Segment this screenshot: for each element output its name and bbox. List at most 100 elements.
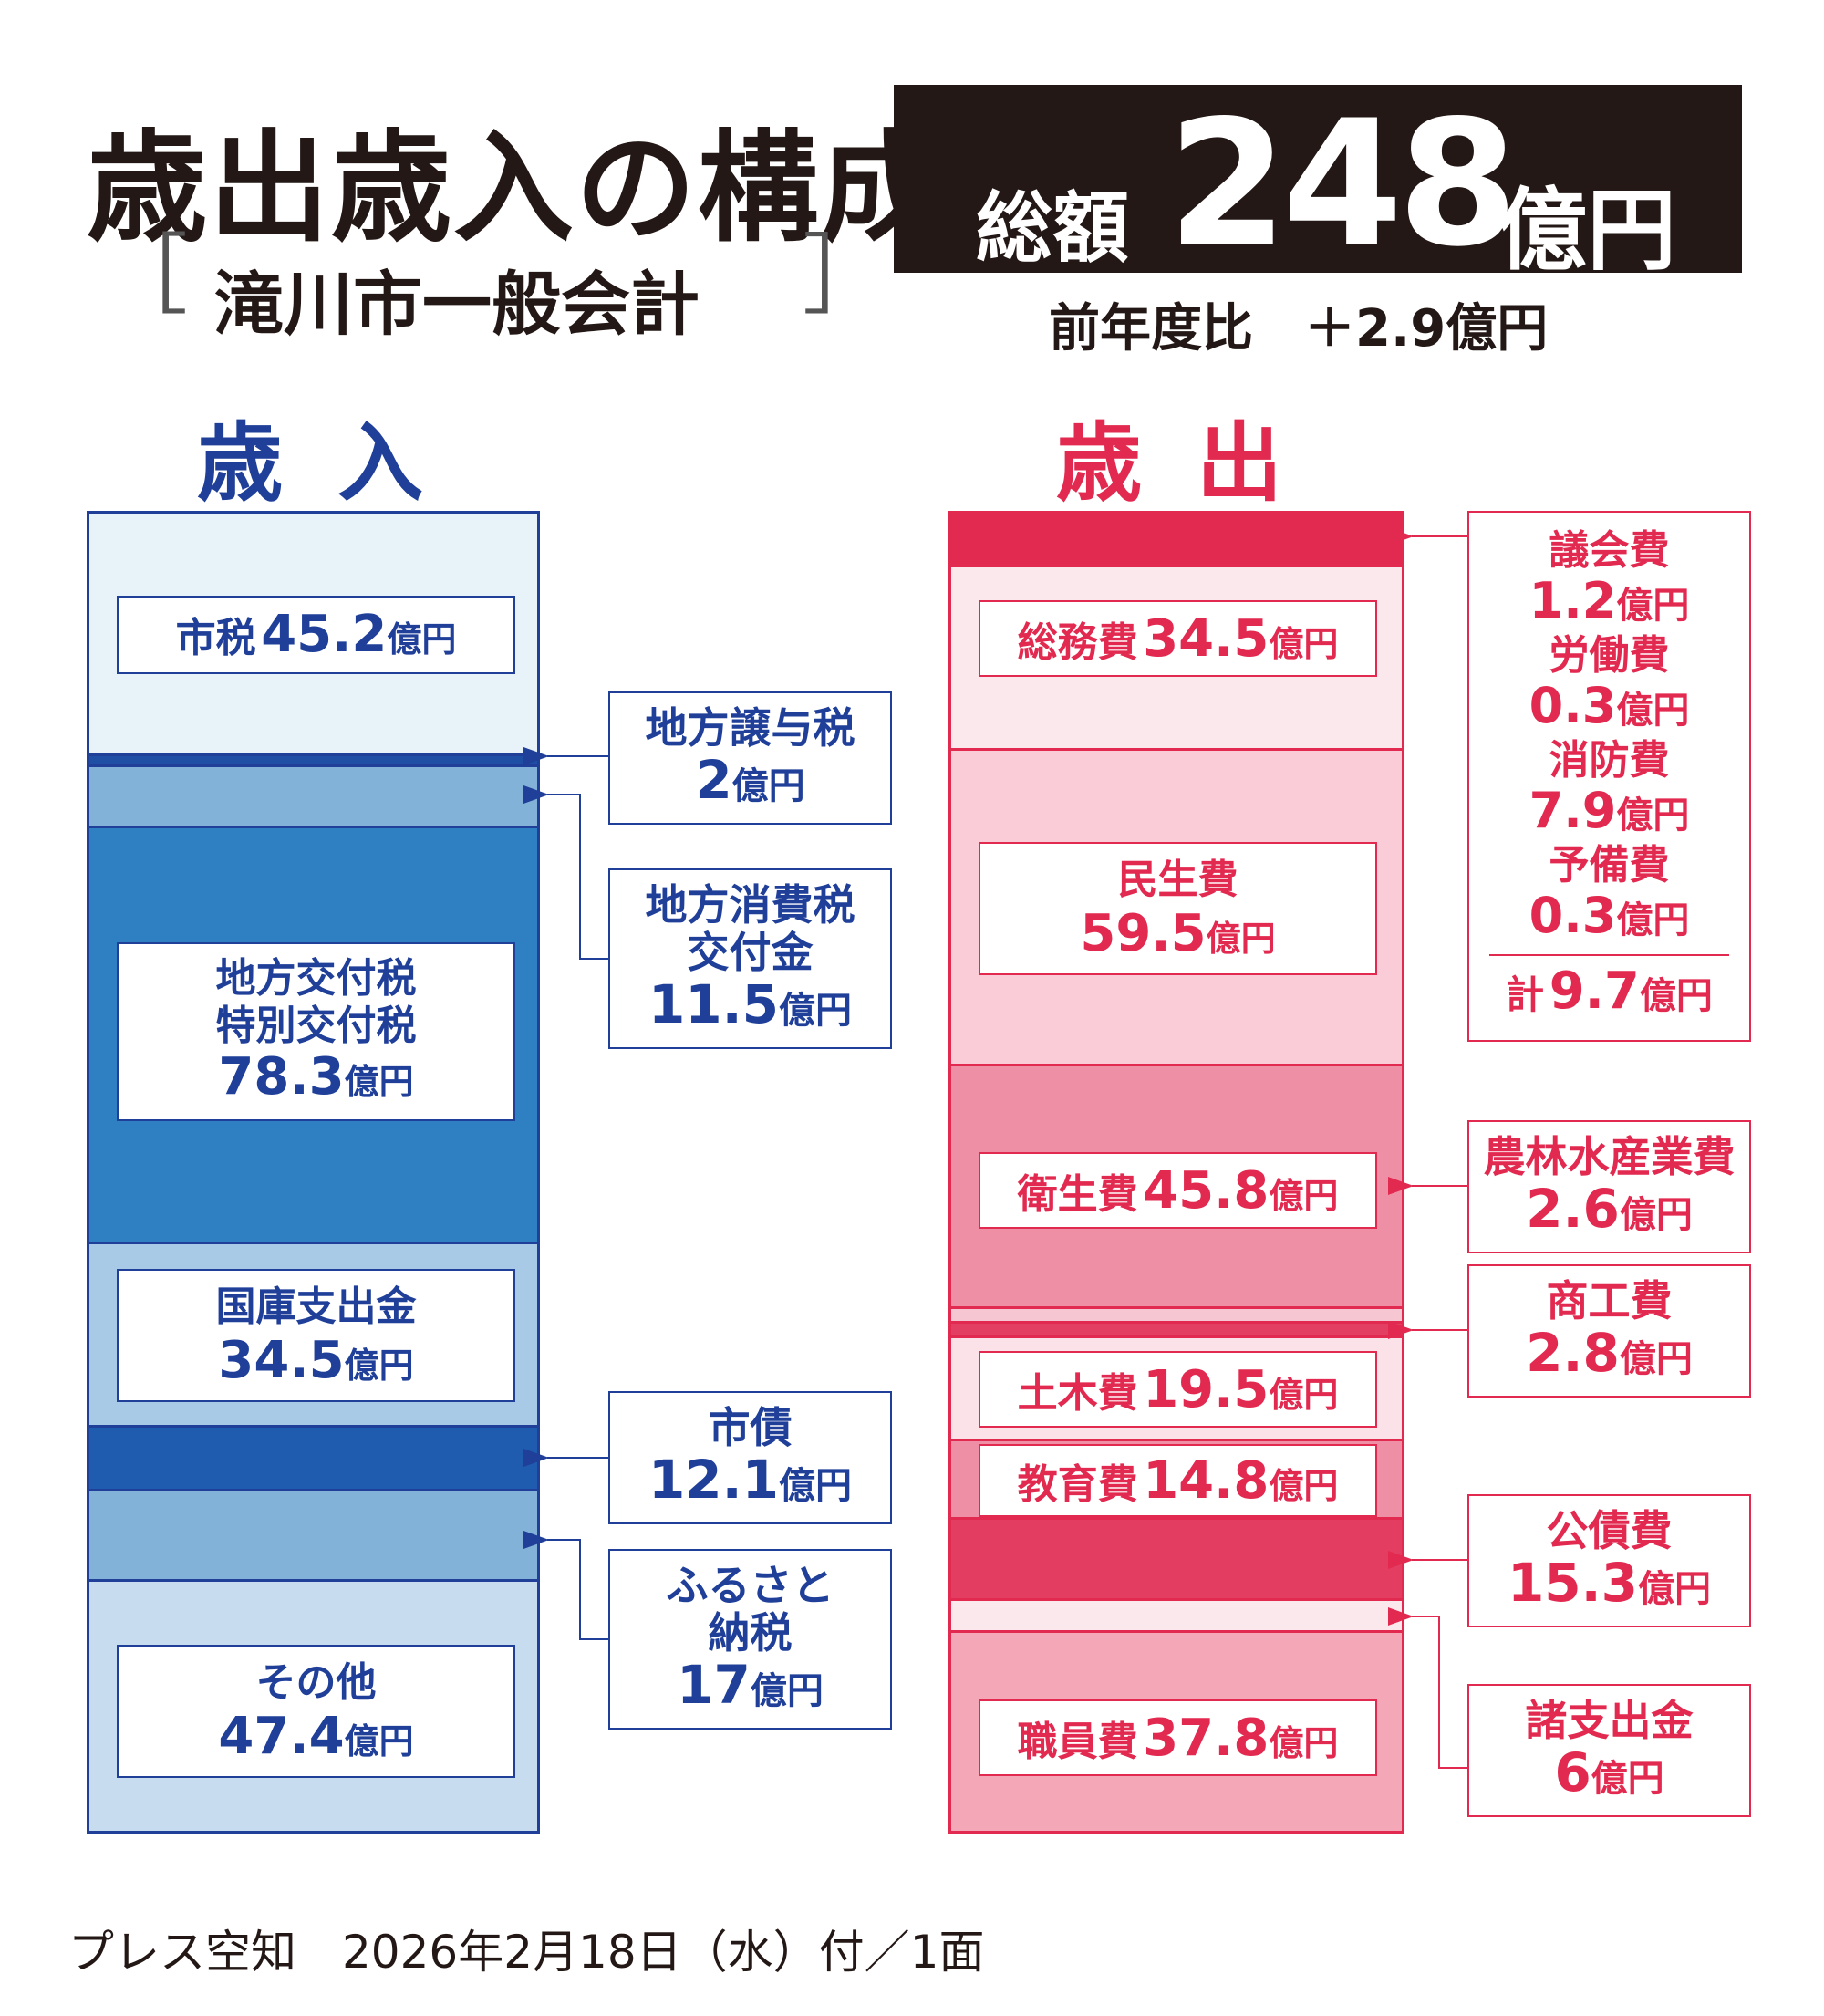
misc-unit: 億円 [1616,795,1690,837]
callout-unit: 億円 [779,990,853,1032]
callout-name: 商工費 [1546,1276,1673,1325]
misc-value: 7.9 [1529,782,1617,839]
leader-shohizei [523,785,608,960]
expenditure-label-somu: 総務費 34.5億円 [979,600,1377,677]
misc-total: 計 9.7億円 [1469,956,1749,1021]
callout-value: 2.8 [1526,1322,1620,1384]
misc-name: 議会費 [1549,527,1670,574]
stack-segment [89,1424,537,1490]
label-unit: 億円 [1269,1466,1339,1506]
misc-total-unit: 億円 [1639,975,1713,1017]
misc-name: 消防費 [1549,737,1670,784]
stack-segment [951,1320,1402,1335]
expenditure-label-eisei: 衛生費 45.8億円 [979,1152,1377,1229]
revenue-label-kokko: 国庫支出金 34.5億円 [117,1269,515,1402]
subtitle-bracket-right: ］ [803,224,890,327]
label-unit: 億円 [344,1346,414,1386]
misc-unit: 億円 [1616,690,1690,732]
misc-divider [1489,954,1729,956]
misc-value: 0.3 [1529,887,1617,944]
label-name: 市税 [175,615,256,661]
total-amount-box: 総額 248 億円 [894,83,1742,285]
label-unit: 億円 [1269,1723,1339,1763]
revenue-stack: 市税 45.2億円 地方交付税 特別交付税 78.3億円 国庫支出金 34.5億… [87,511,540,1834]
label-name: 衛生費 [1017,1171,1138,1218]
stack-segment [89,753,537,764]
label-unit: 億円 [387,619,457,660]
callout-value: 12.1 [648,1449,780,1511]
callout-name: 市債 [708,1403,793,1452]
label-name: 民生費 [1117,857,1238,903]
label-name: 土木費 [1017,1370,1138,1417]
expenditure-label-minsei: 民生費 59.5億円 [979,842,1377,975]
total-unit: 億円 [1498,179,1677,283]
label-name-2: 特別交付税 [215,1003,417,1049]
revenue-label-sonota: その他 47.4億円 [117,1645,515,1778]
callout-name: 諸支出金 [1525,1696,1694,1745]
stack-segment [951,1598,1402,1631]
callout-name-2: 納税 [708,1608,793,1657]
stack-segment [951,1517,1402,1599]
expenditure-heading: 歳出 [1056,414,1338,514]
callout-unit: 億円 [1591,1758,1664,1800]
misc-name: 予備費 [1549,842,1670,888]
year-over-year: 前年度比 ＋2.9億円 [1049,299,1549,359]
misc-value: 1.2 [1529,572,1617,629]
subtitle-text: 滝川市一般会計 [214,264,700,345]
misc-item-yobi: 予備費 0.3億円 [1469,842,1749,947]
callout-value: 17 [677,1654,751,1716]
label-unit: 億円 [1269,1375,1339,1415]
expenditure-stack: 総務費 34.5億円 民生費 59.5億円 衛生費 45.8億円 土木費 19.… [948,511,1404,1834]
misc-item-gikai: 議会費 1.2億円 [1469,527,1749,632]
label-value: 45.2 [261,605,388,664]
callout-furusato: ふるさと 納税 17億円 [608,1549,892,1730]
misc-item-shobo: 消防費 7.9億円 [1469,737,1749,842]
page-title: 歳出歳入の構成 [87,119,942,259]
label-value: 59.5 [1080,904,1207,963]
expenditure-label-doboku: 土木費 19.5億円 [979,1351,1377,1428]
callout-shisai: 市債 12.1億円 [608,1391,892,1524]
misc-total-value: 9.7 [1549,961,1640,1021]
label-name: 国庫支出金 [215,1283,417,1330]
label-value: 45.8 [1143,1161,1270,1221]
callout-joyozei: 地方譲与税 2億円 [608,691,892,825]
stack-segment [951,514,1402,566]
label-value: 34.5 [218,1331,345,1390]
callout-kosai: 公債費 15.3億円 [1467,1494,1751,1627]
total-label: 総額 [976,183,1130,273]
callout-unit: 億円 [750,1670,824,1712]
callout-name: ふるさと [666,1561,834,1610]
leader-shoshishutsu [1388,1607,1467,1769]
expenditure-label-kyoiku: 教育費 14.8億円 [979,1444,1377,1517]
label-unit: 億円 [344,1062,414,1102]
label-value: 34.5 [1143,609,1270,669]
label-value: 37.8 [1143,1709,1270,1768]
callout-name: 地方消費税 [645,880,855,930]
revenue-heading: 歳入 [197,414,479,514]
misc-unit: 億円 [1616,585,1690,627]
callout-shohizei: 地方消費税 交付金 11.5億円 [608,868,892,1049]
misc-value: 0.3 [1529,677,1617,734]
callout-misc-expenses: 議会費 1.2億円 労働費 0.3億円 消防費 7.9億円 予備費 0.3億円 … [1467,511,1751,1042]
label-name: 地方交付税 [215,955,417,1002]
callout-name: 農林水産業費 [1483,1132,1736,1181]
callout-unit: 億円 [779,1465,853,1507]
callout-shoko: 商工費 2.8億円 [1467,1264,1751,1398]
callout-name-2: 交付金 [687,928,814,977]
stack-segment [951,1306,1402,1321]
callout-shoshishutsu: 諸支出金 6億円 [1467,1684,1751,1817]
callout-unit: 億円 [731,765,805,807]
subtitle: ［ 滝川市一般会計 ］ [100,230,890,345]
callout-value: 2 [695,749,732,811]
label-unit: 億円 [1206,919,1276,959]
callout-name: 地方譲与税 [645,703,855,753]
callout-value: 11.5 [648,973,780,1035]
label-value: 78.3 [218,1047,345,1107]
callout-name: 公債費 [1546,1506,1673,1555]
label-unit: 億円 [1269,624,1339,664]
label-unit: 億円 [344,1721,414,1761]
callout-norin: 農林水産業費 2.6億円 [1467,1120,1751,1253]
stack-segment [89,764,537,826]
total-amount: 248 [1167,83,1518,285]
